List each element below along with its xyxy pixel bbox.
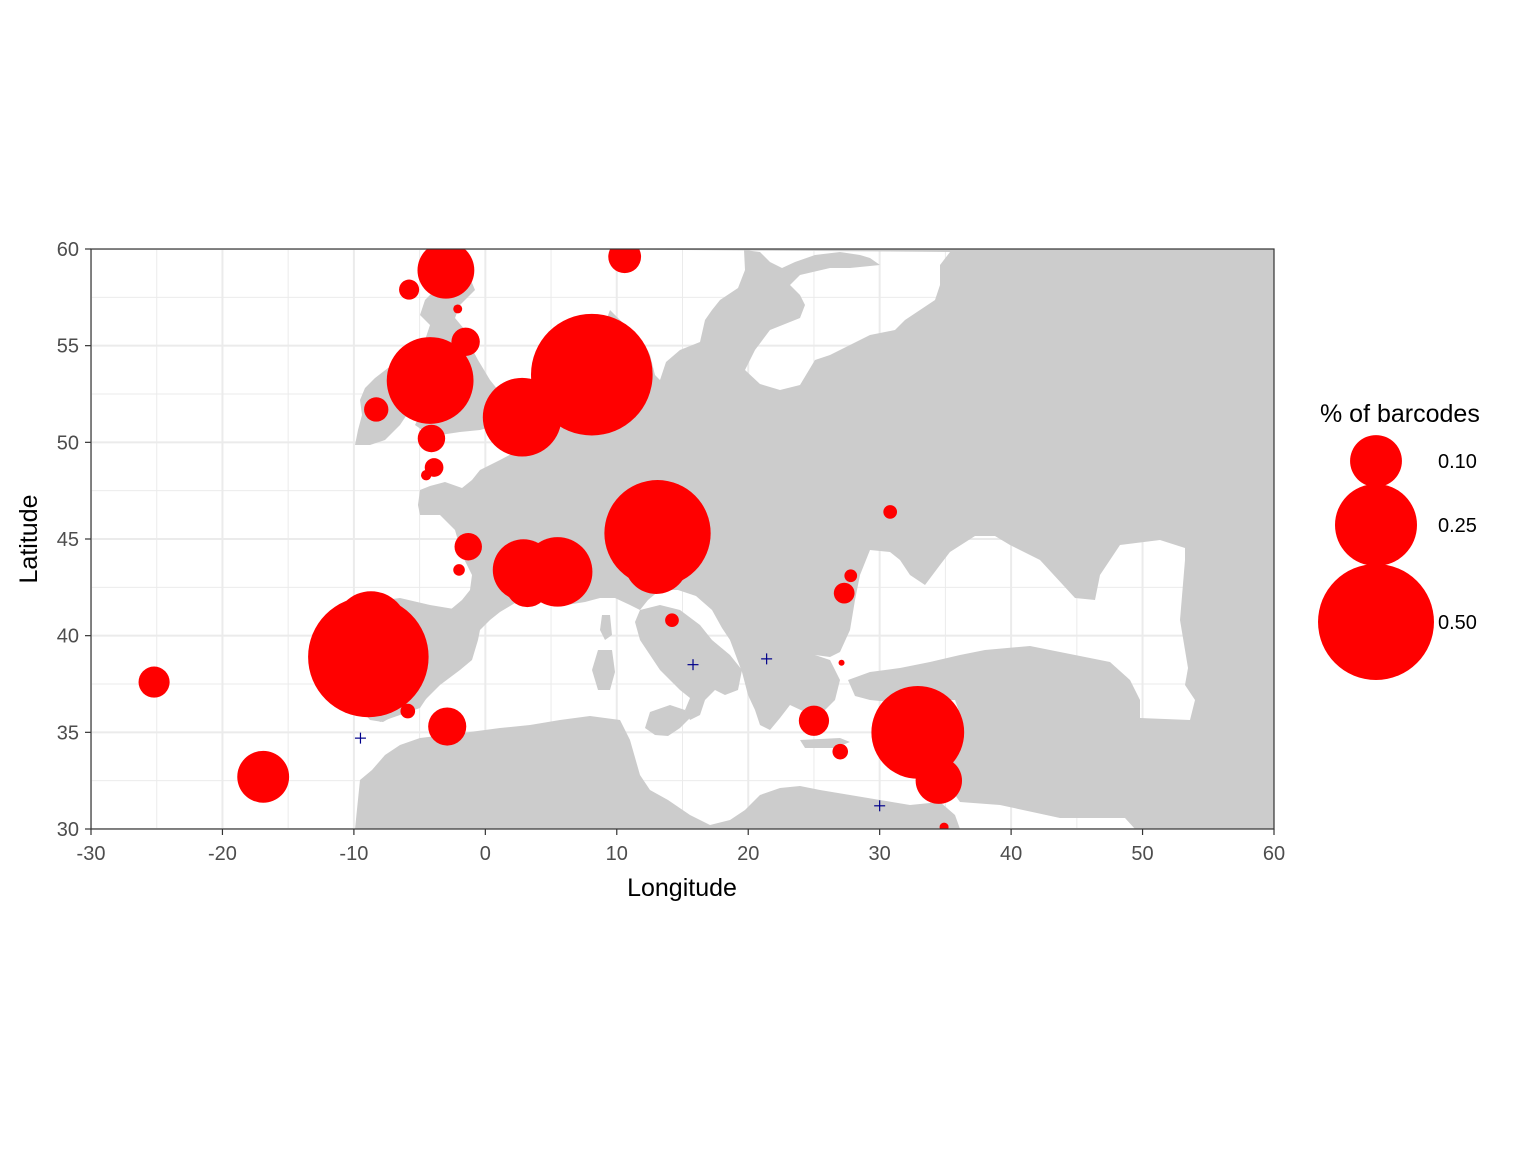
data-points-layer	[138, 249, 965, 829]
barcode-point	[624, 530, 688, 594]
land-sardinia	[592, 650, 615, 690]
barcode-point	[838, 659, 845, 666]
land-north-africa	[355, 716, 960, 829]
barcode-point	[417, 424, 446, 453]
barcode-point	[453, 304, 463, 314]
y-tick-label: 60	[57, 239, 79, 261]
legend-items: 0.10 0.25 0.50	[1318, 435, 1477, 680]
barcode-point	[386, 337, 474, 424]
land-sicily	[645, 705, 690, 736]
barcode-point	[939, 822, 949, 829]
y-axis-title: Latitude	[15, 495, 43, 584]
y-tick-label: 40	[57, 626, 79, 648]
barcode-point	[399, 279, 420, 300]
x-axis-title: Longitude	[627, 874, 737, 902]
legend-key-circle	[1350, 435, 1402, 487]
x-tick-label: 40	[1000, 843, 1022, 865]
x-tick-label: 0	[480, 843, 491, 865]
barcode-point	[665, 613, 679, 628]
barcode-point	[530, 313, 653, 436]
x-tick-label: -10	[339, 843, 368, 865]
y-tick-label: 45	[57, 529, 79, 551]
legend-key-label: 0.10	[1438, 451, 1477, 473]
absent-site-marker	[687, 659, 699, 671]
land-mass	[355, 249, 1274, 829]
map-panel	[91, 249, 1274, 829]
barcode-point	[138, 666, 170, 698]
barcode-point	[482, 377, 562, 457]
legend-title: % of barcodes	[1320, 400, 1480, 428]
legend-key-label: 0.25	[1438, 515, 1477, 537]
land-continent	[358, 249, 1274, 829]
legend: % of barcodes 0.10 0.25 0.50	[1318, 400, 1480, 680]
absent-site-marker	[354, 732, 366, 744]
barcode-point	[308, 596, 429, 718]
absent-site-marker	[761, 653, 773, 665]
barcode-point	[420, 470, 432, 481]
x-axis: -30 -20 -10 0 10 20 30 40 50 60	[77, 829, 1285, 865]
x-tick-label: 60	[1263, 843, 1285, 865]
barcode-point	[844, 569, 858, 583]
barcode-point	[883, 505, 898, 519]
barcode-point	[365, 669, 395, 699]
x-tick-label: 10	[606, 843, 628, 865]
barcode-point	[798, 705, 830, 736]
x-tick-label: -30	[77, 843, 106, 865]
x-tick-label: -20	[208, 843, 237, 865]
y-tick-label: 30	[57, 819, 79, 841]
barcode-point	[871, 685, 965, 779]
x-tick-label: 20	[737, 843, 759, 865]
land-corsica	[600, 615, 612, 640]
barcode-point	[417, 249, 475, 299]
barcode-point	[237, 750, 290, 803]
barcode-point	[505, 563, 550, 608]
y-tick-label: 55	[57, 336, 79, 358]
barcode-point	[915, 757, 963, 804]
barcode-point	[832, 743, 849, 760]
barcode-point	[400, 703, 416, 719]
legend-key-circle	[1318, 564, 1434, 680]
barcode-point	[833, 582, 855, 604]
y-tick-label: 50	[57, 432, 79, 454]
x-tick-label: 30	[869, 843, 891, 865]
y-tick-label: 35	[57, 722, 79, 744]
legend-key-label: 0.50	[1438, 612, 1477, 634]
y-axis: 30 35 40 45 50 55 60	[57, 239, 91, 841]
legend-key-circle	[1335, 484, 1417, 566]
land-italy	[635, 605, 742, 720]
barcode-point	[364, 397, 389, 422]
barcode-point	[453, 564, 465, 576]
barcode-point	[428, 707, 467, 746]
barcode-point	[454, 533, 482, 561]
absent-site-marker	[874, 800, 886, 812]
barcode-point	[608, 249, 642, 274]
x-tick-label: 50	[1131, 843, 1153, 865]
